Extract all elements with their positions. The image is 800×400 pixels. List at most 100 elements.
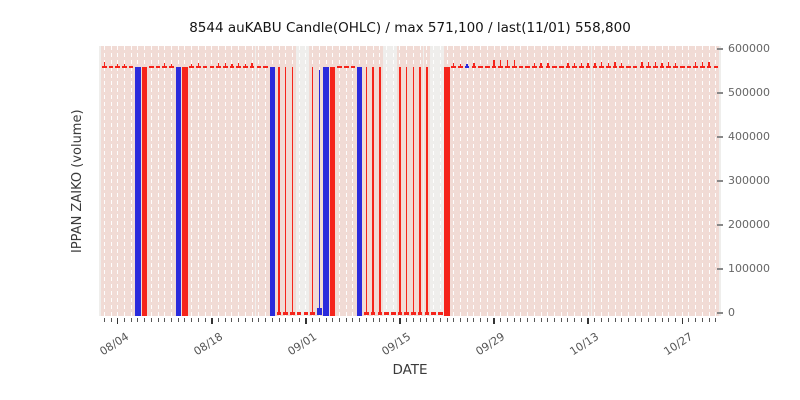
candle-wick xyxy=(600,62,603,68)
candle-body xyxy=(686,65,692,69)
candle-wick xyxy=(493,59,495,68)
grid-line-day xyxy=(171,46,172,316)
candle-body xyxy=(579,65,584,69)
candle-wick xyxy=(614,62,616,68)
candle-wick xyxy=(453,63,455,68)
grid-line-day xyxy=(641,46,643,316)
x-tick-minor xyxy=(466,318,468,322)
x-tick-minor xyxy=(459,318,461,322)
x-tick-minor xyxy=(150,318,152,322)
x-tick-minor xyxy=(164,318,166,322)
x-tick-minor xyxy=(412,318,414,322)
candle-wick xyxy=(244,63,247,68)
candle-body xyxy=(511,65,517,69)
x-tick-minor xyxy=(594,318,596,322)
y-axis-label: IPPAN ZAIKO (volume) xyxy=(70,109,85,253)
x-tick-major xyxy=(681,318,683,324)
candle-spike xyxy=(399,67,401,313)
candle-body-zero xyxy=(397,312,403,315)
x-tick-minor xyxy=(251,318,253,322)
candle-body xyxy=(464,65,470,69)
x-tick-minor xyxy=(144,318,146,322)
x-tick-minor xyxy=(580,318,582,322)
candle-crash xyxy=(356,67,363,316)
x-tick-minor xyxy=(574,318,576,322)
grid-line-day xyxy=(675,46,676,316)
candle-body-zero xyxy=(438,312,443,315)
candle-spike xyxy=(291,67,294,313)
candle-body-zero xyxy=(303,312,309,315)
grid-line-day xyxy=(560,46,562,316)
candle-wick xyxy=(217,62,220,68)
candle-spike xyxy=(412,67,415,313)
grid-line-day xyxy=(601,46,603,316)
grid-line-day xyxy=(554,46,556,316)
x-tick-minor xyxy=(157,318,159,322)
candle-wick xyxy=(580,62,583,68)
x-tick-minor xyxy=(695,318,697,322)
x-tick-minor xyxy=(312,318,314,322)
candle-body xyxy=(505,65,510,69)
grid-line-day xyxy=(681,46,683,316)
candle-crash xyxy=(135,67,141,316)
grid-line-day xyxy=(574,46,576,316)
grid-line-day xyxy=(211,46,213,316)
candle-wick xyxy=(547,62,549,68)
x-tick-minor xyxy=(627,318,629,322)
candle-body xyxy=(558,65,564,69)
grid-line-day xyxy=(533,46,535,316)
candle-body xyxy=(202,65,208,69)
candle-body-zero xyxy=(417,312,423,315)
grid-line-day xyxy=(668,46,670,316)
candle-body xyxy=(155,65,161,69)
y-tick-label: 500000 xyxy=(728,86,770,99)
candle-body xyxy=(256,65,262,69)
grid-line-day xyxy=(567,46,569,316)
candle-body xyxy=(498,65,504,69)
x-tick-minor xyxy=(453,318,455,322)
candle-spike xyxy=(284,67,287,313)
y-tick-label: 400000 xyxy=(728,130,770,143)
candle-body xyxy=(592,65,598,69)
candle-body xyxy=(532,65,537,69)
candle-body xyxy=(471,65,477,69)
candle-body xyxy=(653,65,658,69)
candle-crash xyxy=(323,67,329,316)
x-tick-minor xyxy=(318,318,320,322)
x-axis-label: DATE xyxy=(392,362,428,378)
x-tick-minor xyxy=(224,318,226,322)
candle-body xyxy=(485,65,490,69)
x-tick-minor xyxy=(392,318,394,322)
grid-line-day xyxy=(695,46,697,316)
candle-body xyxy=(572,65,577,69)
candle-body-zero xyxy=(384,312,389,315)
candle-spike xyxy=(419,67,421,313)
x-tick-minor xyxy=(634,318,636,322)
candle-body xyxy=(673,65,678,69)
grid-line-day xyxy=(352,46,354,316)
candle-wick xyxy=(574,63,576,68)
x-tick-minor xyxy=(513,318,515,322)
grid-line-day xyxy=(654,46,656,316)
candle-body xyxy=(451,65,457,69)
candle-body-zero xyxy=(310,312,315,315)
x-tick-minor xyxy=(238,318,240,322)
x-tick-minor xyxy=(446,318,448,322)
y-tick-label: 200000 xyxy=(728,218,770,231)
candle-body xyxy=(639,65,645,69)
x-tick-minor xyxy=(123,318,125,322)
x-tick-minor xyxy=(621,318,623,322)
grid-line-day xyxy=(103,46,105,316)
x-tick-major xyxy=(493,318,495,324)
candle-refill xyxy=(330,67,336,316)
candle-wick xyxy=(701,62,704,68)
x-tick-minor xyxy=(614,318,616,322)
candle-body-zero xyxy=(283,312,289,315)
candle-body-zero xyxy=(290,312,295,315)
candle-spike xyxy=(365,67,368,313)
candle-body xyxy=(209,65,215,69)
candle-body xyxy=(189,65,194,69)
x-tick-major xyxy=(117,318,119,324)
candle-body-zero xyxy=(370,312,376,315)
grid-line-day xyxy=(634,46,636,316)
